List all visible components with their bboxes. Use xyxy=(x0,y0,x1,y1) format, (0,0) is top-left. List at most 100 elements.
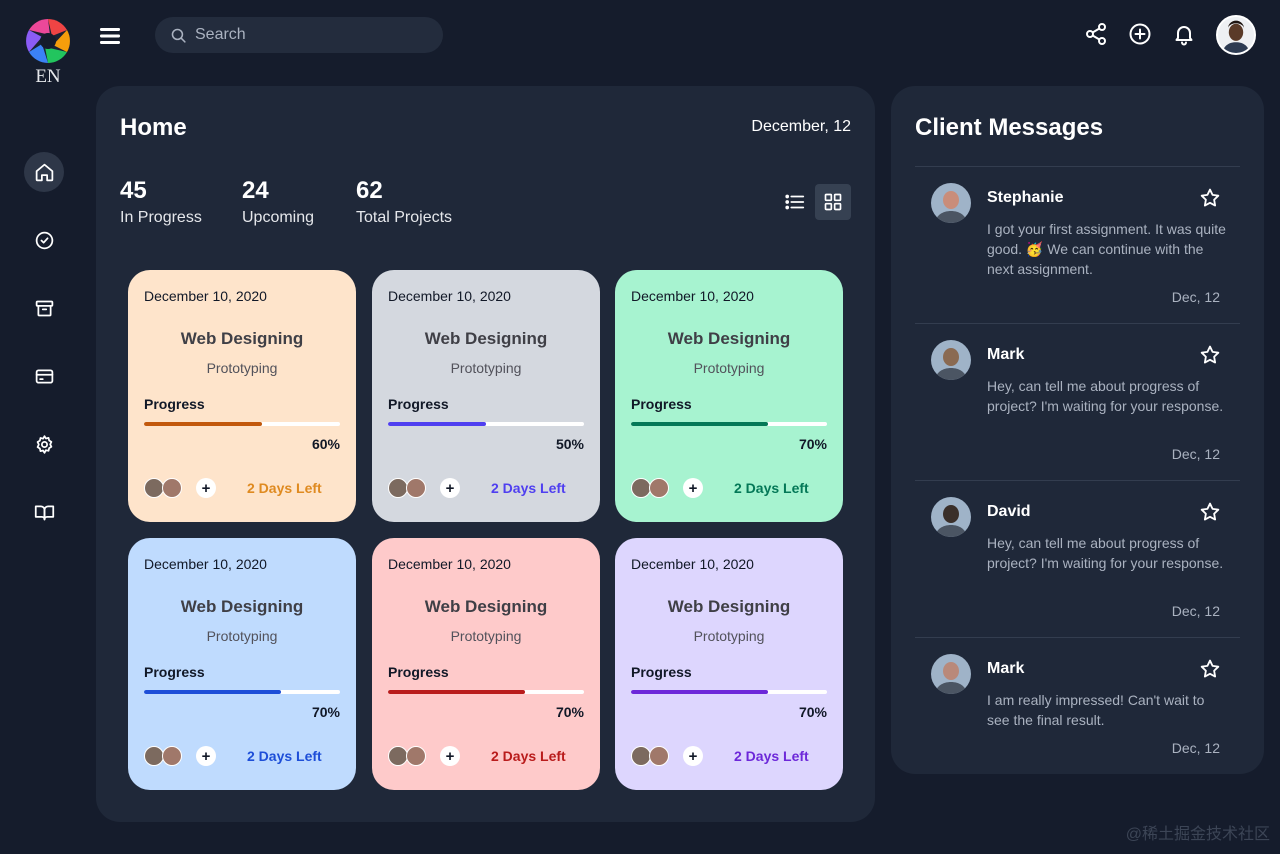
add-member-button[interactable]: + xyxy=(440,478,460,498)
message-time: Dec, 12 xyxy=(1171,603,1220,619)
card-date: December 10, 2020 xyxy=(631,288,754,304)
sidebar: EN xyxy=(0,0,90,854)
progress-label: Progress xyxy=(388,664,449,680)
message-text: Hey, can tell me about progress of proje… xyxy=(987,378,1224,414)
progress-fill xyxy=(388,690,526,694)
team-avatars xyxy=(631,478,675,498)
progress-percent: 70% xyxy=(798,704,827,720)
card-date: December 10, 2020 xyxy=(388,288,511,304)
stat-upcoming: 24 Upcoming xyxy=(242,176,314,227)
card-subtitle: Prototyping xyxy=(693,628,765,644)
list-icon xyxy=(785,194,805,210)
project-card[interactable]: December 10, 2020 Web Designing Prototypin… xyxy=(615,270,843,522)
stat-label: Total Projects xyxy=(356,209,453,226)
progress-fill xyxy=(631,422,769,426)
days-left: 2 Days Left xyxy=(734,480,809,496)
team-avatars xyxy=(388,746,432,766)
card-subtitle: Prototyping xyxy=(450,360,522,376)
messages-title: Client Messages xyxy=(915,114,1104,141)
progress-percent: 60% xyxy=(311,436,340,452)
message-item[interactable]: Mark Hey, can tell me about progress of p… xyxy=(915,323,1240,480)
project-card[interactable]: December 10, 2020 Web Designing Prototypin… xyxy=(128,270,356,522)
sidebar-item-billing[interactable] xyxy=(24,356,64,396)
message-item[interactable]: David Hey, can tell me about progress of … xyxy=(915,480,1240,637)
card-subtitle: Prototyping xyxy=(206,360,278,376)
sidebar-item-home[interactable] xyxy=(24,152,64,192)
search-input[interactable] xyxy=(195,17,435,53)
star-icon[interactable] xyxy=(1199,187,1221,209)
team-avatar xyxy=(162,746,182,766)
progress-fill xyxy=(388,422,486,426)
aperture-logo-icon xyxy=(26,19,70,63)
add-circle-icon[interactable] xyxy=(1128,22,1152,46)
team-avatar xyxy=(388,478,408,498)
team-avatar xyxy=(406,746,426,766)
star-icon[interactable] xyxy=(1199,658,1221,680)
client-avatar-image xyxy=(931,654,971,694)
credit-card-icon xyxy=(35,369,53,383)
add-member-button[interactable]: + xyxy=(440,746,460,766)
card-date: December 10, 2020 xyxy=(631,556,754,572)
project-card[interactable]: December 10, 2020 Web Designing Prototypin… xyxy=(615,538,843,790)
team-avatar xyxy=(144,746,164,766)
team-avatars xyxy=(144,478,188,498)
sidebar-item-archive[interactable] xyxy=(24,288,64,328)
card-subtitle: Prototyping xyxy=(450,628,522,644)
current-date: December, 12 xyxy=(751,118,851,135)
user-avatar[interactable] xyxy=(1216,15,1256,55)
star-icon[interactable] xyxy=(1199,501,1221,523)
progress-bar xyxy=(388,690,584,694)
days-left: 2 Days Left xyxy=(247,748,322,764)
project-card[interactable]: December 10, 2020 Web Designing Prototypin… xyxy=(372,270,600,522)
sidebar-item-settings[interactable] xyxy=(24,424,64,464)
project-card[interactable]: December 10, 2020 Web Designing Prototypin… xyxy=(372,538,600,790)
add-member-button[interactable]: + xyxy=(683,478,703,498)
list-view-button[interactable] xyxy=(777,184,813,220)
search-bar[interactable] xyxy=(155,17,443,53)
project-card[interactable]: December 10, 2020 Web Designing Prototypin… xyxy=(128,538,356,790)
team-avatar xyxy=(162,478,182,498)
progress-percent: 70% xyxy=(798,436,827,452)
client-avatar xyxy=(931,340,971,380)
message-item[interactable]: Stephanie I got your first assignment. It… xyxy=(915,166,1240,323)
share-icon[interactable] xyxy=(1084,22,1108,46)
card-title: Web Designing xyxy=(424,329,548,348)
team-avatars xyxy=(388,478,432,498)
days-left: 2 Days Left xyxy=(491,480,566,496)
add-member-button[interactable]: + xyxy=(683,746,703,766)
progress-percent: 70% xyxy=(555,704,584,720)
client-avatar xyxy=(931,183,971,223)
progress-label: Progress xyxy=(631,396,692,412)
team-avatar xyxy=(406,478,426,498)
progress-percent: 70% xyxy=(311,704,340,720)
team-avatar xyxy=(649,478,669,498)
team-avatar xyxy=(631,478,651,498)
progress-bar xyxy=(631,422,827,426)
gear-icon xyxy=(36,434,52,454)
add-member-button[interactable]: + xyxy=(196,478,216,498)
client-name: Stephanie xyxy=(987,189,1064,206)
days-left: 2 Days Left xyxy=(491,748,566,764)
client-name: David xyxy=(987,503,1031,520)
grid-view-button[interactable] xyxy=(815,184,851,220)
star-icon[interactable] xyxy=(1199,344,1221,366)
card-title: Web Designing xyxy=(180,329,304,348)
card-title: Web Designing xyxy=(667,329,791,348)
card-date: December 10, 2020 xyxy=(388,556,511,572)
hamburger-menu-icon[interactable] xyxy=(99,26,121,46)
add-member-button[interactable]: + xyxy=(196,746,216,766)
sidebar-item-docs[interactable] xyxy=(24,492,64,532)
sidebar-item-tasks[interactable] xyxy=(24,220,64,260)
client-avatar xyxy=(931,654,971,694)
client-messages-panel: Client Messages Stephanie I got your firs… xyxy=(891,86,1264,774)
progress-percent: 50% xyxy=(555,436,584,452)
stat-value: 24 xyxy=(242,177,269,204)
bell-icon[interactable] xyxy=(1172,22,1196,46)
stat-value: 62 xyxy=(356,177,383,204)
message-text: I got your first assignment. It was quit… xyxy=(987,221,1226,277)
message-time: Dec, 12 xyxy=(1171,289,1220,305)
book-icon xyxy=(34,505,54,520)
progress-bar xyxy=(144,690,340,694)
progress-label: Progress xyxy=(144,664,205,680)
message-item[interactable]: Mark I am really impressed! Can't wait to… xyxy=(915,637,1240,774)
